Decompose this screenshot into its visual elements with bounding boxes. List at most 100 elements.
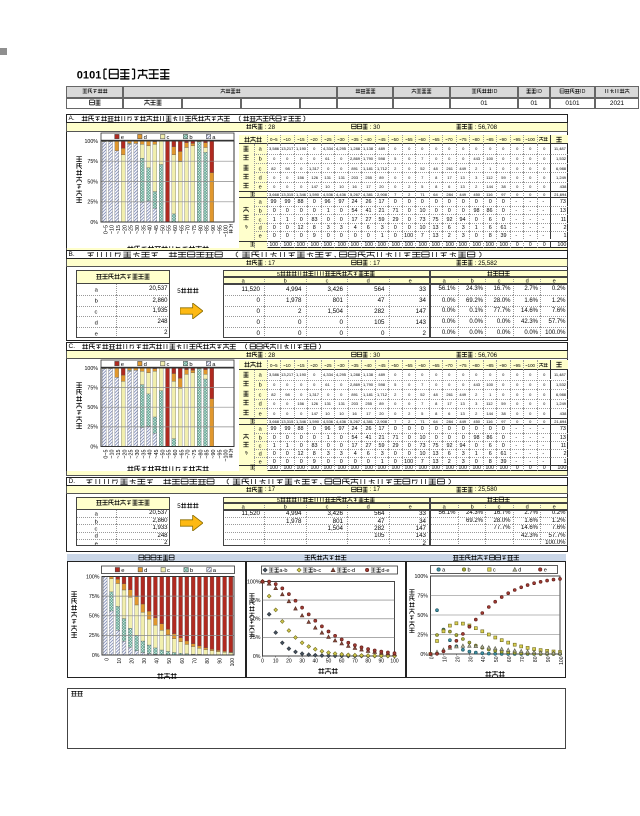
svg-text:a: a <box>442 568 446 574</box>
svg-text:~65: ~65 <box>179 450 185 459</box>
svg-text:~40: ~40 <box>148 225 154 234</box>
svg-text:90: 90 <box>546 656 552 662</box>
svg-text:50: 50 <box>325 658 331 664</box>
svg-text:40: 40 <box>312 658 318 664</box>
svg-text:~15: ~15 <box>116 225 122 234</box>
svg-text:50%: 50% <box>87 405 98 411</box>
svg-text:b: b <box>189 362 192 368</box>
svg-text:50%: 50% <box>417 613 428 619</box>
svg-text:a-b: a-b <box>279 568 287 574</box>
svg-text:~30: ~30 <box>135 225 141 234</box>
svg-text:~65: ~65 <box>179 225 185 234</box>
svg-text:20: 20 <box>455 656 461 662</box>
svg-text:0~5: 0~5 <box>103 450 109 459</box>
svg-text:50: 50 <box>167 658 173 664</box>
svg-text:30: 30 <box>299 658 305 664</box>
svg-text:0: 0 <box>429 656 435 659</box>
svg-text:~35: ~35 <box>141 225 147 234</box>
svg-text:~55: ~55 <box>167 225 173 234</box>
svg-text:ID: ID <box>491 89 497 95</box>
svg-text:d: d <box>144 362 147 368</box>
svg-text:e: e <box>121 362 124 368</box>
svg-text:20: 20 <box>286 658 292 664</box>
svg-text:75%: 75% <box>87 159 98 165</box>
svg-text:~60: ~60 <box>173 225 179 234</box>
svg-text:90: 90 <box>217 658 223 664</box>
svg-text:100%: 100% <box>414 574 428 580</box>
svg-text:d: d <box>144 568 147 574</box>
svg-text:~40: ~40 <box>148 450 154 459</box>
svg-text:c-d: c-d <box>347 568 355 574</box>
svg-text:~10: ~10 <box>110 225 116 234</box>
svg-text:75%: 75% <box>417 593 428 599</box>
svg-text:~85: ~85 <box>205 225 211 234</box>
svg-text:100: 100 <box>390 658 399 664</box>
svg-text:0: 0 <box>104 658 110 661</box>
svg-text:50%: 50% <box>249 617 260 623</box>
svg-text:80: 80 <box>533 656 539 662</box>
svg-text:90: 90 <box>378 658 384 664</box>
svg-text:a: a <box>212 362 216 368</box>
svg-text:~100: ~100 <box>224 450 230 462</box>
svg-text:0%: 0% <box>252 654 260 660</box>
svg-text:%: % <box>245 450 248 456</box>
svg-text:~45: ~45 <box>154 225 160 234</box>
svg-text:~75: ~75 <box>192 450 198 459</box>
svg-text:0%: 0% <box>90 444 98 450</box>
svg-text:~55: ~55 <box>167 450 173 459</box>
svg-text:~80: ~80 <box>198 225 204 234</box>
svg-text:75%: 75% <box>88 594 99 600</box>
svg-text:25%: 25% <box>417 632 428 638</box>
svg-text:~100: ~100 <box>224 225 230 237</box>
svg-text:d: d <box>518 568 521 574</box>
svg-text:~70: ~70 <box>186 225 192 234</box>
svg-text:70: 70 <box>352 658 358 664</box>
svg-text:b-c: b-c <box>313 568 321 574</box>
svg-text:80: 80 <box>365 658 371 664</box>
svg-text:0%: 0% <box>91 653 99 659</box>
svg-text:~25: ~25 <box>129 225 135 234</box>
svg-text:c: c <box>167 362 170 368</box>
svg-text:30: 30 <box>468 656 474 662</box>
svg-text:d-e: d-e <box>381 568 389 574</box>
svg-text:100%: 100% <box>246 579 260 585</box>
svg-text:~15: ~15 <box>116 450 122 459</box>
svg-text:0%: 0% <box>420 652 428 658</box>
svg-text:~35: ~35 <box>141 450 147 459</box>
svg-text:~10: ~10 <box>110 450 116 459</box>
svg-text:~70: ~70 <box>186 450 192 459</box>
svg-text:50%: 50% <box>87 179 98 185</box>
svg-text:5: 5 <box>277 271 280 277</box>
svg-text:40: 40 <box>481 656 487 662</box>
svg-text:70: 70 <box>520 656 526 662</box>
svg-text:100%: 100% <box>84 366 98 372</box>
svg-text:~60: ~60 <box>173 450 179 459</box>
svg-text:b: b <box>189 568 192 574</box>
svg-text:20: 20 <box>129 658 135 664</box>
svg-text:~90: ~90 <box>211 225 217 234</box>
svg-text:25%: 25% <box>249 635 260 641</box>
svg-text:25%: 25% <box>87 425 98 431</box>
svg-text:10: 10 <box>116 658 122 664</box>
svg-text:c: c <box>167 568 170 574</box>
svg-text:~45: ~45 <box>154 450 160 459</box>
svg-text:50: 50 <box>494 656 500 662</box>
svg-text:80: 80 <box>204 658 210 664</box>
svg-text:~95: ~95 <box>217 225 223 234</box>
svg-text:a: a <box>212 135 216 141</box>
svg-text:~90: ~90 <box>211 450 217 459</box>
svg-text:~20: ~20 <box>122 225 128 234</box>
svg-text:100: 100 <box>230 658 236 667</box>
svg-text:0%: 0% <box>90 220 98 226</box>
svg-text:75%: 75% <box>87 385 98 391</box>
svg-text:10: 10 <box>272 658 278 664</box>
svg-text:75%: 75% <box>249 598 260 604</box>
svg-text:~95: ~95 <box>217 450 223 459</box>
svg-text:60: 60 <box>338 658 344 664</box>
svg-text:a: a <box>212 568 216 574</box>
svg-text:0~5: 0~5 <box>103 225 109 234</box>
svg-text:ID: ID <box>580 89 586 95</box>
svg-text:ID: ID <box>536 89 542 95</box>
svg-text:c: c <box>167 135 170 141</box>
svg-text:5: 5 <box>277 498 280 504</box>
